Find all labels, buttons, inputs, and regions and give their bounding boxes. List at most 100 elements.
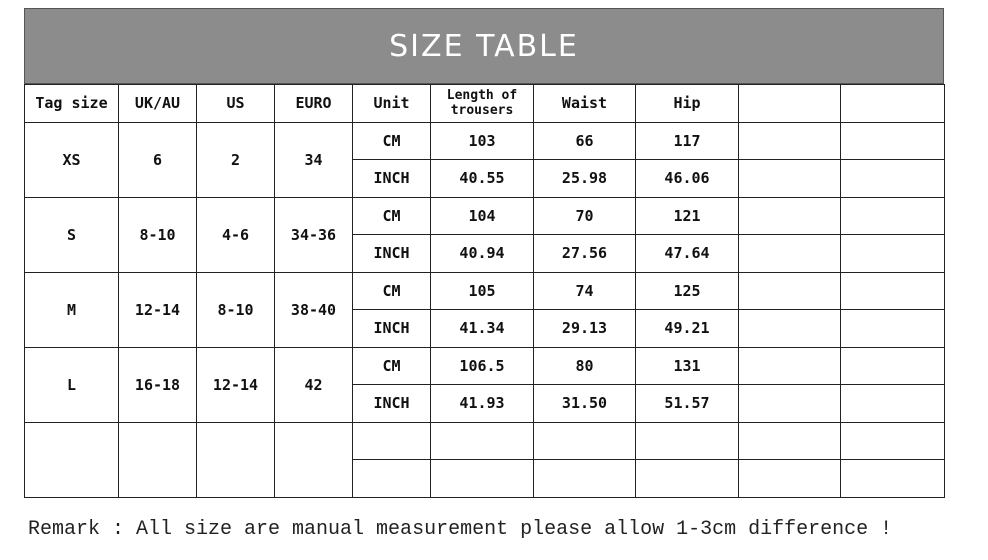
table-row: S 8-10 4-6 34-36 CM 104 70 121	[24, 196, 945, 273]
empty-cell	[738, 234, 841, 273]
header-tag-size: Tag size	[24, 84, 119, 123]
length-cell: 41.93	[430, 384, 534, 423]
hip-cell: 49.21	[635, 309, 739, 348]
empty-cell	[635, 421, 739, 460]
empty-cell	[738, 459, 841, 498]
empty-cell	[840, 159, 945, 198]
hip-cell: 46.06	[635, 159, 739, 198]
empty-cell	[196, 421, 275, 498]
empty-cell	[738, 421, 841, 460]
empty-row	[24, 421, 945, 498]
us-cell: 4-6	[196, 196, 275, 273]
waist-cell: 29.13	[533, 309, 636, 348]
unit-cell: INCH	[352, 309, 431, 348]
uk-au-cell: 8-10	[118, 196, 197, 273]
length-cell: 103	[430, 121, 534, 160]
hip-cell: 121	[635, 196, 739, 235]
euro-cell: 34	[274, 121, 353, 198]
empty-cell	[738, 384, 841, 423]
empty-cell	[738, 196, 841, 235]
hip-cell: 51.57	[635, 384, 739, 423]
uk-au-cell: 12-14	[118, 271, 197, 348]
header-euro: EURO	[274, 84, 353, 123]
header-waist: Waist	[533, 84, 636, 123]
length-cell: 40.94	[430, 234, 534, 273]
page-title: SIZE TABLE	[24, 8, 944, 84]
table-row: INCH 40.94 27.56 47.64	[25, 234, 945, 273]
tag-size-cell: M	[24, 271, 119, 348]
table-row: L 16-18 12-14 42 CM 106.5 80 131	[24, 346, 945, 423]
empty-cell	[352, 421, 431, 460]
empty-cell	[352, 459, 431, 498]
length-cell: 40.55	[430, 159, 534, 198]
unit-cell: CM	[352, 196, 431, 235]
unit-cell: INCH	[352, 159, 431, 198]
header-empty	[738, 84, 841, 123]
length-cell: 105	[430, 271, 534, 310]
waist-cell: 80	[533, 346, 636, 385]
us-cell: 12-14	[196, 346, 275, 423]
tag-size-cell: XS	[24, 121, 119, 198]
empty-cell	[274, 421, 353, 498]
empty-cell	[118, 421, 197, 498]
empty-cell	[840, 121, 945, 160]
empty-cell	[840, 459, 945, 498]
empty-cell	[430, 459, 534, 498]
tag-size-cell: L	[24, 346, 119, 423]
header-unit: Unit	[352, 84, 431, 123]
header-row: Tag size UK/AU US EURO Unit Length of tr…	[24, 84, 945, 123]
table-row: INCH 41.93 31.50 51.57	[25, 384, 945, 423]
length-cell: 41.34	[430, 309, 534, 348]
euro-cell: 38-40	[274, 271, 353, 348]
length-cell: 106.5	[430, 346, 534, 385]
uk-au-cell: 6	[118, 121, 197, 198]
empty-cell	[840, 234, 945, 273]
waist-cell: 70	[533, 196, 636, 235]
empty-cell	[738, 159, 841, 198]
empty-cell	[840, 384, 945, 423]
header-uk-au: UK/AU	[118, 84, 197, 123]
size-table: Tag size UK/AU US EURO Unit Length of tr…	[24, 84, 945, 498]
header-us: US	[196, 84, 275, 123]
uk-au-cell: 16-18	[118, 346, 197, 423]
waist-cell: 31.50	[533, 384, 636, 423]
waist-cell: 25.98	[533, 159, 636, 198]
header-length: Length of trousers	[430, 84, 534, 123]
empty-cell	[738, 271, 841, 310]
empty-cell	[840, 196, 945, 235]
empty-cell	[840, 346, 945, 385]
euro-cell: 34-36	[274, 196, 353, 273]
empty-cell	[635, 459, 739, 498]
empty-cell	[533, 421, 636, 460]
unit-cell: INCH	[352, 384, 431, 423]
waist-cell: 66	[533, 121, 636, 160]
hip-cell: 131	[635, 346, 739, 385]
header-empty	[840, 84, 945, 123]
unit-cell: CM	[352, 271, 431, 310]
hip-cell: 125	[635, 271, 739, 310]
empty-cell	[430, 421, 534, 460]
us-cell: 2	[196, 121, 275, 198]
table-row: INCH 40.55 25.98 46.06	[25, 159, 945, 198]
table-row: XS 6 2 34 CM 103 66 117	[24, 121, 945, 198]
hip-cell: 117	[635, 121, 739, 160]
remark-note: Remark : All size are manual measurement…	[28, 518, 893, 541]
empty-cell	[533, 459, 636, 498]
empty-cell	[840, 309, 945, 348]
empty-cell	[840, 421, 945, 460]
unit-cell: INCH	[352, 234, 431, 273]
empty-cell	[738, 346, 841, 385]
empty-cell	[738, 121, 841, 160]
empty-cell	[840, 271, 945, 310]
empty-cell	[24, 421, 119, 498]
unit-cell: CM	[352, 346, 431, 385]
euro-cell: 42	[274, 346, 353, 423]
waist-cell: 74	[533, 271, 636, 310]
empty-row	[25, 459, 945, 498]
tag-size-cell: S	[24, 196, 119, 273]
us-cell: 8-10	[196, 271, 275, 348]
table-row: INCH 41.34 29.13 49.21	[25, 309, 945, 348]
header-hip: Hip	[635, 84, 739, 123]
table-row: M 12-14 8-10 38-40 CM 105 74 125	[24, 271, 945, 348]
hip-cell: 47.64	[635, 234, 739, 273]
